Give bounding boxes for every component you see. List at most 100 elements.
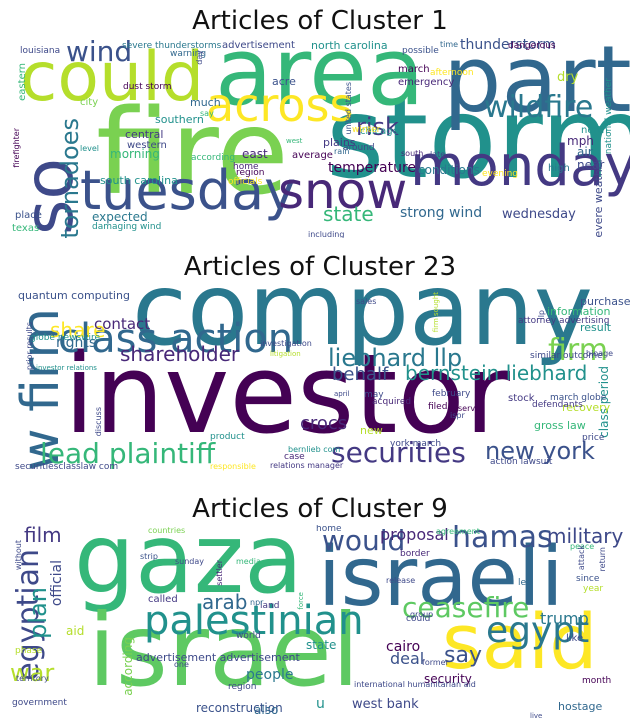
cloud-word: dangerous [508, 41, 556, 51]
cloud-word: region [236, 168, 265, 178]
cloud-word: contact [94, 315, 151, 333]
cloud-word: city [80, 97, 99, 108]
cloud-word: globe newswire [30, 333, 101, 343]
cloud-word: bernstein liebhard [405, 361, 588, 385]
cloud-word: class action [58, 316, 294, 362]
cloud-word: wildfire [484, 90, 594, 125]
cloud-word: time [440, 40, 459, 49]
cloud-word: air [577, 145, 593, 159]
cloud-word: near [577, 158, 605, 172]
cloud-word: advertisement advertisement [136, 651, 300, 664]
cloud-word: acquired [372, 397, 412, 407]
cloud-word: people [246, 667, 294, 683]
cloud-word: say [200, 109, 214, 118]
cloud-word: sunday [175, 557, 205, 566]
cloud-word: government [12, 698, 67, 708]
cloud-word: media [236, 557, 261, 566]
cloud-word: since [576, 574, 600, 584]
cloud-word: year [583, 584, 604, 594]
cloud-word: deal [390, 649, 425, 668]
cloud-word: hamas [452, 525, 553, 555]
cloud-word: north [581, 125, 608, 136]
cloud-word: much [190, 96, 221, 109]
cloud-word: litigation [270, 350, 301, 358]
cloud-word: storm [326, 74, 630, 204]
cloud-word: say [444, 643, 482, 668]
cloud-word: march globe [550, 393, 607, 403]
cloud-word: emergency [398, 77, 455, 88]
cloud-word: would [322, 525, 406, 557]
cloud-word: north carolina [311, 39, 388, 52]
cloud-word: across [206, 78, 354, 132]
cloud-word: plan [24, 587, 52, 639]
cloud-word: wednesday [502, 207, 576, 222]
cloud-word: u [316, 696, 325, 712]
cloud-word: attack [577, 545, 586, 571]
cloud-word: without [14, 540, 23, 571]
cloud-word: bioage [586, 349, 614, 358]
cloud-word: prior results [25, 322, 34, 371]
cloud-word: phase [15, 646, 43, 656]
cloud-word: investor relations [36, 364, 97, 372]
cloud-word: crocs [300, 413, 348, 434]
cloud-word: film [24, 525, 62, 547]
cloud-word: thunderstorm [460, 38, 556, 53]
cloud-word: release [386, 576, 416, 585]
cloud-word: risk [356, 113, 399, 141]
word-cloud: gaza israel israeli said palestinian hamas egy… [10, 525, 630, 720]
cloud-word: firm [548, 333, 608, 368]
cloud-word: around [343, 143, 375, 153]
cloud-word: new york [485, 437, 595, 465]
cloud-word: dust storm [123, 82, 172, 92]
cloud-word: dry [557, 70, 579, 85]
cloud-word: investigation [260, 339, 312, 348]
cloud-word: securities [331, 436, 466, 469]
cloud-word: late [430, 150, 446, 159]
cloud-word: result [580, 321, 612, 334]
cloud-word: proposal [380, 525, 449, 544]
cloud-word: texas [12, 223, 40, 234]
cloud-word: behalf [332, 364, 389, 385]
cloud-word: east [242, 147, 268, 161]
cloud-word: severe thunderstorms [122, 41, 222, 51]
cloud-word: south [401, 149, 424, 158]
cloud-word: aid [66, 624, 85, 638]
cloud-word: sales [356, 297, 377, 306]
cloud-word: wind [66, 38, 133, 68]
cloud-word: gross law [534, 419, 586, 432]
cloud-word: stock [508, 393, 535, 404]
cloud-word: world [236, 631, 261, 641]
cloud-word: security [424, 672, 472, 686]
cloud-word: conditions [418, 163, 480, 177]
cloud-word: chicago [360, 126, 399, 137]
cloud-word: official [49, 560, 65, 607]
cloud-word: group [410, 610, 434, 619]
cloud-word: countries [148, 526, 186, 535]
cloud-word: relations manager [270, 461, 344, 470]
cloud-word: south carolina [100, 174, 178, 187]
cloud-word: bernlieb com [288, 445, 341, 454]
cloud-word: high [548, 163, 570, 174]
cloud-word: west bank [352, 697, 419, 712]
cloud-word: israeli [318, 530, 564, 625]
cloud-word: state [306, 638, 337, 652]
cloud-word: april [334, 390, 350, 398]
cloud-word: price [582, 433, 605, 443]
cloud-word: evening [482, 169, 519, 179]
cluster-title: Articles of Cluster 23 [183, 252, 457, 282]
cloud-word: part [443, 38, 630, 133]
cloud-word: shareholder [120, 342, 240, 366]
cloud-word: area [215, 38, 425, 127]
cloud-word: land [260, 601, 280, 611]
cloud-word: former [422, 658, 449, 667]
cloud-word: york march [390, 439, 442, 449]
cloud-word: lead plaintiff [40, 437, 216, 470]
cloud-word: securitiesclasslaw com [15, 462, 119, 472]
cloud-word: could [406, 614, 431, 624]
cloud-word: acre [272, 75, 296, 88]
cloud-word: settler [215, 560, 224, 586]
cloud-word: morning [110, 147, 160, 161]
cloud-word: liebhard llp [328, 344, 463, 372]
cloud-word: plains [323, 136, 356, 149]
cloud-word: war [10, 659, 55, 687]
